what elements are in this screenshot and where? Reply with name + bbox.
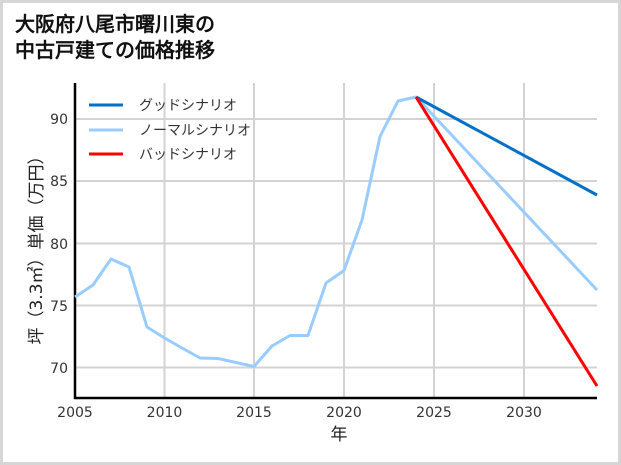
legend-normal-label: ノーマルシナリオ [139, 123, 251, 139]
x-tick-labels: 2005 2010 2015 2020 2025 2030 [57, 405, 542, 421]
x-tick-2005: 2005 [57, 405, 93, 421]
y-tick-90: 90 [50, 112, 68, 128]
x-tick-2030: 2030 [506, 405, 542, 421]
y-tick-labels: 90 85 80 75 70 [50, 112, 68, 377]
y-axis-label: 坪（3.3㎡）単価（万円） [27, 147, 47, 344]
y-tick-75: 75 [50, 299, 68, 315]
x-tick-2010: 2010 [147, 405, 183, 421]
x-tick-2025: 2025 [416, 405, 452, 421]
legend-bad-label: バッドシナリオ [139, 147, 237, 163]
x-tick-2020: 2020 [326, 405, 362, 421]
x-axis-label: 年 [331, 425, 348, 445]
axes [73, 83, 597, 400]
grid [75, 83, 597, 398]
chart-title-line2: 中古戸建ての価格推移 [15, 38, 215, 62]
bad-scenario-line [414, 96, 599, 387]
historical-line [74, 95, 417, 368]
x-tick-2015: 2015 [236, 405, 272, 421]
y-tick-70: 70 [50, 361, 68, 377]
good-scenario-line [415, 95, 598, 197]
normal-scenario-line [414, 95, 599, 292]
chart-title-line1: 大阪府八尾市曙川東の [15, 12, 215, 36]
legend: グッドシナリオ ノーマルシナリオ バッドシナリオ [89, 98, 251, 163]
y-tick-80: 80 [50, 237, 68, 253]
chart-title: 大阪府八尾市曙川東の 中古戸建ての価格推移 [15, 11, 215, 63]
y-tick-85: 85 [50, 174, 68, 190]
legend-good-label: グッドシナリオ [139, 98, 237, 114]
